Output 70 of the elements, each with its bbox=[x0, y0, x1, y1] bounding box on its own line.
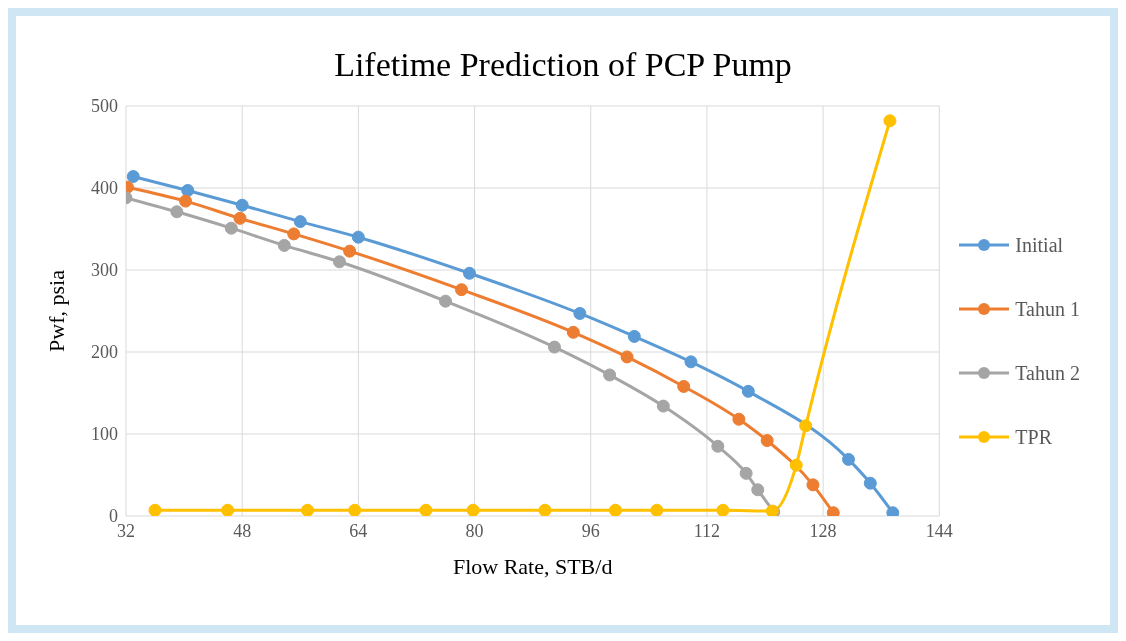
point bbox=[454, 283, 468, 297]
point bbox=[301, 503, 315, 516]
point bbox=[842, 452, 856, 466]
point bbox=[677, 379, 691, 393]
x-tick-label: 80 bbox=[465, 520, 484, 541]
point bbox=[148, 503, 162, 516]
point bbox=[789, 458, 803, 472]
point bbox=[466, 503, 480, 516]
point bbox=[573, 306, 587, 320]
point bbox=[462, 266, 476, 280]
point bbox=[332, 255, 346, 269]
point bbox=[741, 384, 755, 398]
y-tick-label: 200 bbox=[91, 342, 118, 363]
x-tick-label: 96 bbox=[581, 520, 600, 541]
x-tick-label: 144 bbox=[925, 520, 953, 541]
point bbox=[751, 483, 765, 497]
point bbox=[181, 183, 195, 197]
point bbox=[233, 211, 247, 225]
point bbox=[419, 503, 433, 516]
point bbox=[235, 198, 249, 212]
y-tick-label: 100 bbox=[91, 424, 118, 445]
point bbox=[343, 244, 357, 258]
point bbox=[439, 294, 453, 308]
x-tick-label: 48 bbox=[233, 520, 252, 541]
point bbox=[547, 340, 561, 354]
point bbox=[863, 476, 877, 490]
point bbox=[179, 194, 193, 208]
point bbox=[760, 434, 774, 448]
legend-label: Initial bbox=[1015, 233, 1064, 258]
point bbox=[716, 503, 730, 516]
point bbox=[224, 221, 238, 235]
point bbox=[739, 466, 753, 480]
point bbox=[806, 478, 820, 492]
x-tick-label: 112 bbox=[693, 520, 721, 541]
y-tick-label: 300 bbox=[91, 260, 118, 281]
point bbox=[732, 412, 746, 426]
point bbox=[883, 114, 897, 128]
point bbox=[221, 503, 235, 516]
point bbox=[603, 368, 617, 382]
point bbox=[293, 215, 307, 229]
y-tick-label: 0 bbox=[109, 506, 118, 527]
x-axis-title: Flow Rate, STB/d bbox=[452, 554, 613, 579]
x-tick-label: 128 bbox=[809, 520, 837, 541]
legend-label: Tahun 1 bbox=[1015, 297, 1080, 322]
point bbox=[538, 503, 552, 516]
point bbox=[348, 503, 362, 516]
chart-title: Lifetime Prediction of PCP Pump bbox=[333, 45, 793, 85]
point bbox=[170, 205, 184, 219]
x-tick-label: 64 bbox=[349, 520, 368, 541]
x-tick-label: 32 bbox=[117, 520, 135, 541]
point bbox=[650, 503, 664, 516]
point bbox=[351, 230, 365, 244]
point bbox=[684, 355, 698, 369]
point bbox=[566, 325, 580, 339]
point bbox=[608, 503, 622, 516]
y-tick-label: 400 bbox=[91, 178, 118, 199]
point bbox=[287, 227, 301, 241]
point bbox=[277, 238, 291, 252]
y-tick-label: 500 bbox=[91, 96, 118, 117]
point bbox=[656, 399, 670, 413]
point bbox=[620, 350, 634, 364]
point bbox=[627, 329, 641, 343]
point bbox=[799, 419, 813, 433]
legend-label: Tahun 2 bbox=[1015, 361, 1080, 386]
point bbox=[826, 506, 840, 516]
y-axis-title: Pwf, psia bbox=[43, 269, 69, 352]
legend-label: TPR bbox=[1015, 425, 1052, 450]
point bbox=[886, 506, 900, 516]
point bbox=[126, 170, 140, 184]
point bbox=[711, 439, 725, 453]
